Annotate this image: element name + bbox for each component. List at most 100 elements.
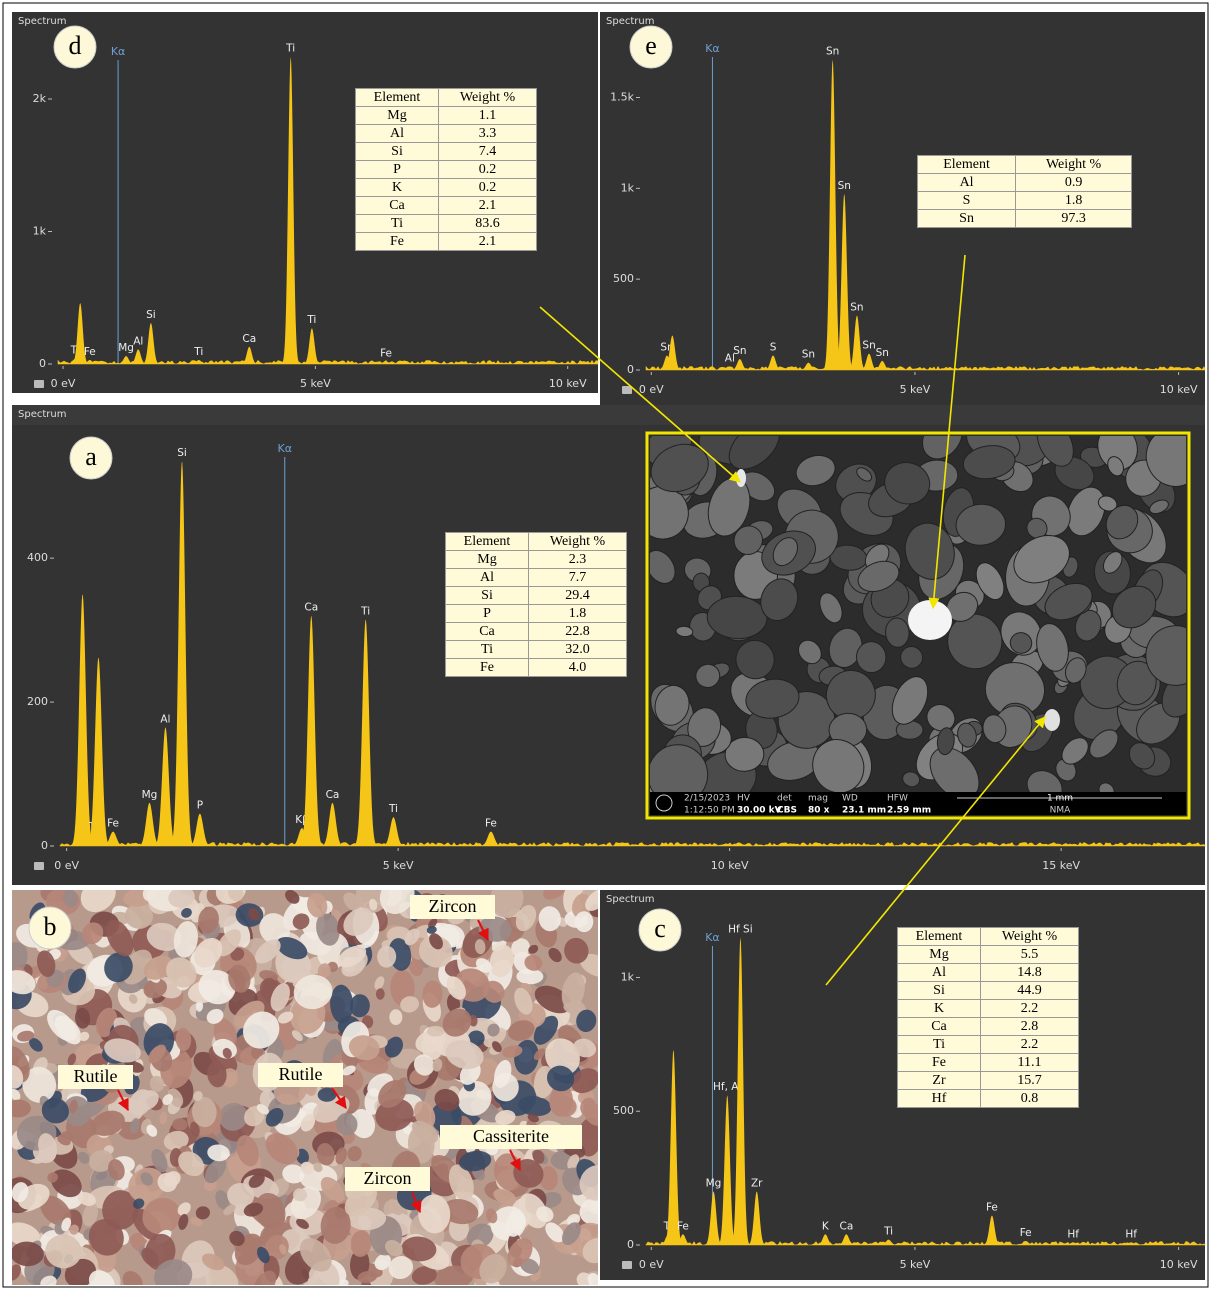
- mineral-label: Zircon: [364, 1168, 412, 1188]
- table-cell: Al: [356, 125, 439, 143]
- spectrum-header: Spectrum: [606, 16, 654, 27]
- y-tick-label: 0: [627, 363, 634, 376]
- mineral-label: Rutile: [74, 1066, 118, 1086]
- table-cell: 0.2: [439, 179, 537, 197]
- table-row: Ti32.0: [446, 641, 627, 659]
- peak-label: Zr: [751, 1177, 763, 1189]
- peak-label: Sn: [838, 180, 851, 192]
- table-cell: K: [356, 179, 439, 197]
- x-tick-label: 10 keV: [1160, 1258, 1198, 1271]
- panel-letter: e: [645, 31, 657, 60]
- table-cell: Hf: [898, 1090, 981, 1108]
- sem-field-label: HFW: [887, 794, 908, 804]
- peak-label: Sn: [876, 347, 889, 359]
- x-tick-label: 5 keV: [900, 1258, 931, 1271]
- spectrum-header: Spectrum: [18, 16, 66, 27]
- peak-label: Fe: [84, 346, 96, 358]
- peak-label: Al: [160, 713, 170, 725]
- peak-label: Hf Si: [728, 923, 753, 935]
- sem-grain-bright: [736, 469, 746, 487]
- peak-label: Mg: [706, 1177, 722, 1189]
- table-cell: 32.0: [529, 641, 627, 659]
- peak-label: Fe: [485, 818, 497, 830]
- composition-table: ElementWeight %Mg1.1Al3.3Si7.4P0.2K0.2Ca…: [355, 88, 537, 251]
- table-cell: 0.8: [981, 1090, 1079, 1108]
- mineral-label: Rutile: [279, 1064, 323, 1084]
- peak-label: Ca: [326, 789, 340, 801]
- table-row: Mg2.3: [446, 551, 627, 569]
- table-row: Fe4.0: [446, 659, 627, 677]
- table-row: K2.2: [898, 1000, 1079, 1018]
- camera-icon: [622, 1261, 632, 1269]
- x-tick-label: 5 keV: [900, 383, 931, 396]
- table-cell: Weight %: [439, 89, 537, 107]
- y-tick-label: 400: [27, 551, 48, 564]
- table-cell: 29.4: [529, 587, 627, 605]
- peak-label: Fe: [107, 818, 119, 830]
- sem-field-value: 23.1 mm: [842, 806, 886, 816]
- table-cell: Zr: [898, 1072, 981, 1090]
- table-cell: 1.1: [439, 107, 537, 125]
- table-cell: 97.3: [1016, 210, 1132, 228]
- table-cell: 1.8: [529, 605, 627, 623]
- table-cell: 83.6: [439, 215, 537, 233]
- panel-letter: b: [44, 912, 57, 941]
- peak-label: Ti: [360, 605, 370, 617]
- table-cell: Si: [898, 982, 981, 1000]
- marker-label: Kα: [705, 42, 719, 55]
- peak-label: Mg: [142, 789, 158, 801]
- table-row: K0.2: [356, 179, 537, 197]
- sem-field-value: CBS: [777, 806, 797, 816]
- x-tick-label: 10 keV: [711, 859, 749, 872]
- sem-lab: NMA: [1050, 806, 1071, 816]
- table-row: Sn97.3: [918, 210, 1132, 228]
- marker-label: Kα: [278, 442, 292, 455]
- spectrum-header-bar: [600, 12, 1205, 32]
- table-row: Mg1.1: [356, 107, 537, 125]
- table-cell: Element: [918, 156, 1016, 174]
- camera-icon: [34, 862, 44, 870]
- table-row: Ti2.2: [898, 1036, 1079, 1054]
- marker-label: Kα: [111, 45, 125, 58]
- peak-label: Ti: [193, 346, 203, 358]
- peak-label: Sn: [802, 349, 815, 361]
- y-tick-label: 200: [27, 695, 48, 708]
- x-tick-label: 0 eV: [54, 859, 79, 872]
- peak-label: Ti: [883, 1226, 893, 1238]
- sem-date: 2/15/2023: [684, 794, 730, 804]
- mineral-label: Cassiterite: [473, 1126, 549, 1146]
- table-row: Al14.8: [898, 964, 1079, 982]
- table-cell: 14.8: [981, 964, 1079, 982]
- table-cell: 5.5: [981, 946, 1079, 964]
- y-tick-label: 1k: [621, 181, 635, 194]
- x-tick-label: 0 eV: [51, 377, 76, 390]
- peak-label: Sn: [826, 45, 839, 57]
- table-cell: Element: [356, 89, 439, 107]
- table-cell: Ti: [356, 215, 439, 233]
- peak-label: Mg: [118, 342, 134, 354]
- peak-label: Fe: [677, 1220, 689, 1232]
- table-cell: Weight %: [529, 533, 627, 551]
- table-cell: Ca: [898, 1018, 981, 1036]
- table-cell: 2.3: [529, 551, 627, 569]
- table-cell: Element: [446, 533, 529, 551]
- peak-label: Ti: [306, 314, 316, 326]
- figure: Spectrum01k2k0 eV5 keV10 keVKαTiFeMgAlSi…: [0, 0, 1211, 1290]
- table-row: Ca2.8: [898, 1018, 1079, 1036]
- table-row: Hf0.8: [898, 1090, 1079, 1108]
- spectrum-header: Spectrum: [606, 894, 654, 905]
- composition-table: ElementWeight %Mg5.5Al14.8Si44.9K2.2Ca2.…: [897, 927, 1079, 1108]
- sem-scale-label: 1 mm: [1047, 794, 1073, 804]
- table-row: Al0.9: [918, 174, 1132, 192]
- photo-grain: [516, 969, 543, 985]
- table-cell: Si: [356, 143, 439, 161]
- table-cell: Al: [918, 174, 1016, 192]
- y-tick-label: 500: [613, 1104, 634, 1117]
- table-cell: 2.2: [981, 1036, 1079, 1054]
- table-row: Si7.4: [356, 143, 537, 161]
